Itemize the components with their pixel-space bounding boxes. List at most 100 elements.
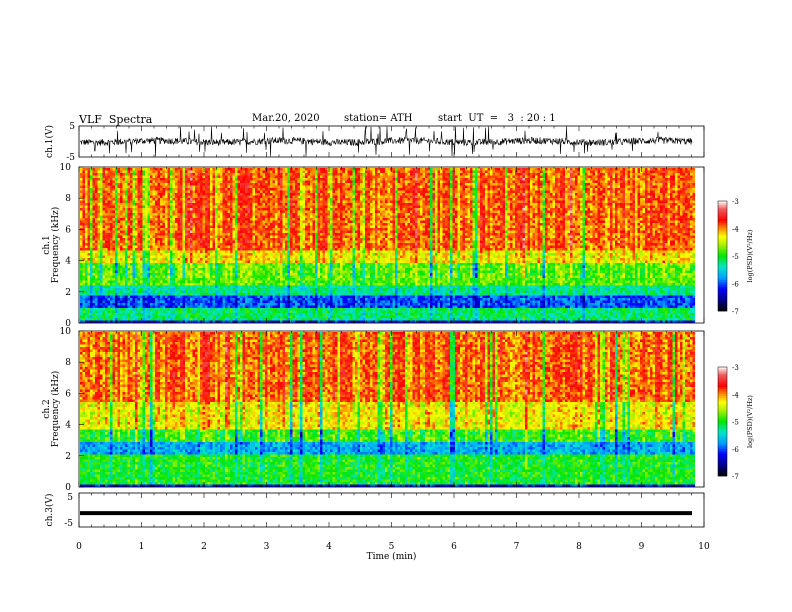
spectro-cell — [237, 320, 241, 324]
spectro-cell — [87, 178, 91, 181]
spectro-cell — [120, 320, 123, 324]
spectro-cell — [105, 183, 108, 186]
spectro-cell — [212, 200, 216, 204]
spectro-cell — [110, 248, 113, 251]
spectro-cell — [262, 210, 266, 214]
spectro-cell — [80, 263, 83, 266]
spectro-cell — [175, 248, 178, 251]
spectro-cell — [255, 183, 258, 186]
spectro-cell — [210, 275, 213, 279]
spectro-cell — [147, 303, 151, 306]
spectro-cell — [82, 293, 86, 296]
spectro-cell — [100, 295, 103, 299]
spectro-cell — [200, 260, 203, 264]
spectro-cell — [147, 170, 151, 174]
spectro-cell — [240, 273, 243, 276]
spectro-cell — [227, 210, 231, 214]
spectro-cell — [222, 290, 226, 294]
spectro-cell — [107, 230, 111, 234]
spectro-cell — [152, 310, 156, 314]
spectro-cell — [247, 190, 251, 194]
spectro-cell — [205, 283, 208, 286]
spectro-cell — [127, 230, 131, 234]
spectro-cell — [80, 245, 83, 249]
spectro-cell — [115, 290, 118, 294]
spectro-cell — [197, 318, 201, 321]
spectro-cell — [162, 188, 166, 191]
spectro-cell — [157, 225, 161, 229]
spectro-cell — [167, 280, 171, 284]
spectro-cell — [230, 193, 233, 196]
spectro-cell — [90, 230, 93, 234]
spectro-cell — [180, 218, 183, 221]
spectro-cell — [177, 223, 181, 226]
spectro-cell — [212, 285, 216, 289]
spectro-cell — [210, 173, 213, 176]
spectro-cell — [165, 265, 168, 269]
spectro-cell — [255, 270, 258, 274]
spectro-cell — [147, 295, 151, 299]
spectro-cell — [132, 313, 136, 316]
spectro-cell — [152, 298, 156, 301]
spectro-cell — [85, 253, 88, 256]
spectro-cell — [230, 248, 233, 251]
spectro-cell — [130, 288, 133, 291]
spectro-cell — [197, 170, 201, 174]
spectro-cell — [137, 290, 141, 294]
spectro-cell — [275, 218, 278, 221]
spectro-cell — [155, 250, 158, 254]
spectro-cell — [135, 260, 138, 264]
spectro-cell — [250, 230, 253, 234]
spectro-cell — [240, 203, 243, 206]
spectro-cell — [192, 255, 196, 259]
spectro-cell — [145, 245, 148, 249]
spectro-cell — [127, 233, 131, 236]
spectro-cell — [107, 248, 111, 251]
spectro-cell — [212, 188, 216, 191]
spectro-cell — [172, 170, 176, 174]
spectro-cell — [117, 248, 121, 251]
spectro-cell — [222, 250, 226, 254]
spectro-cell — [237, 290, 241, 294]
spectro-cell — [122, 183, 126, 186]
spectro-cell — [82, 195, 86, 199]
spectro-cell — [82, 220, 86, 224]
spectro-cell — [262, 233, 266, 236]
spectro-cell — [237, 308, 241, 311]
spectro-cell — [265, 180, 268, 184]
spectro-cell — [225, 180, 228, 184]
spectro-cell — [107, 268, 111, 271]
spectro-cell — [232, 260, 236, 264]
spectro-cell — [152, 178, 156, 181]
spectro-cell — [192, 175, 196, 179]
spectro-cell — [175, 295, 178, 299]
spectro-cell — [82, 173, 86, 176]
spectro-cell — [257, 240, 261, 244]
spectro-cell — [135, 238, 138, 241]
spectro-cell — [242, 225, 246, 229]
spectro-cell — [132, 230, 136, 234]
spectro-cell — [225, 273, 228, 276]
spectro-cell — [92, 300, 96, 304]
spectro-cell — [92, 178, 96, 181]
spectro-cell — [272, 318, 276, 321]
spectro-cell — [85, 288, 88, 291]
spectro-cell — [132, 168, 136, 171]
spectro-cell — [210, 235, 213, 239]
spectro-cell — [107, 183, 111, 186]
spectro-cell — [95, 283, 98, 286]
spectro-cell — [125, 183, 128, 186]
spectro-cell — [157, 305, 161, 309]
spectro-cell — [145, 185, 148, 189]
spectro-cell — [175, 193, 178, 196]
spectro-cell — [105, 208, 108, 211]
spectro-cell — [185, 185, 188, 189]
spectro-cell — [250, 310, 253, 314]
spectro-cell — [232, 240, 236, 244]
spectro-cell — [207, 300, 211, 304]
spectro-cell — [90, 293, 93, 296]
spectro-cell — [137, 260, 141, 264]
spectro-cell — [155, 215, 158, 219]
spectro-cell — [145, 253, 148, 256]
spectro-cell — [122, 180, 126, 184]
